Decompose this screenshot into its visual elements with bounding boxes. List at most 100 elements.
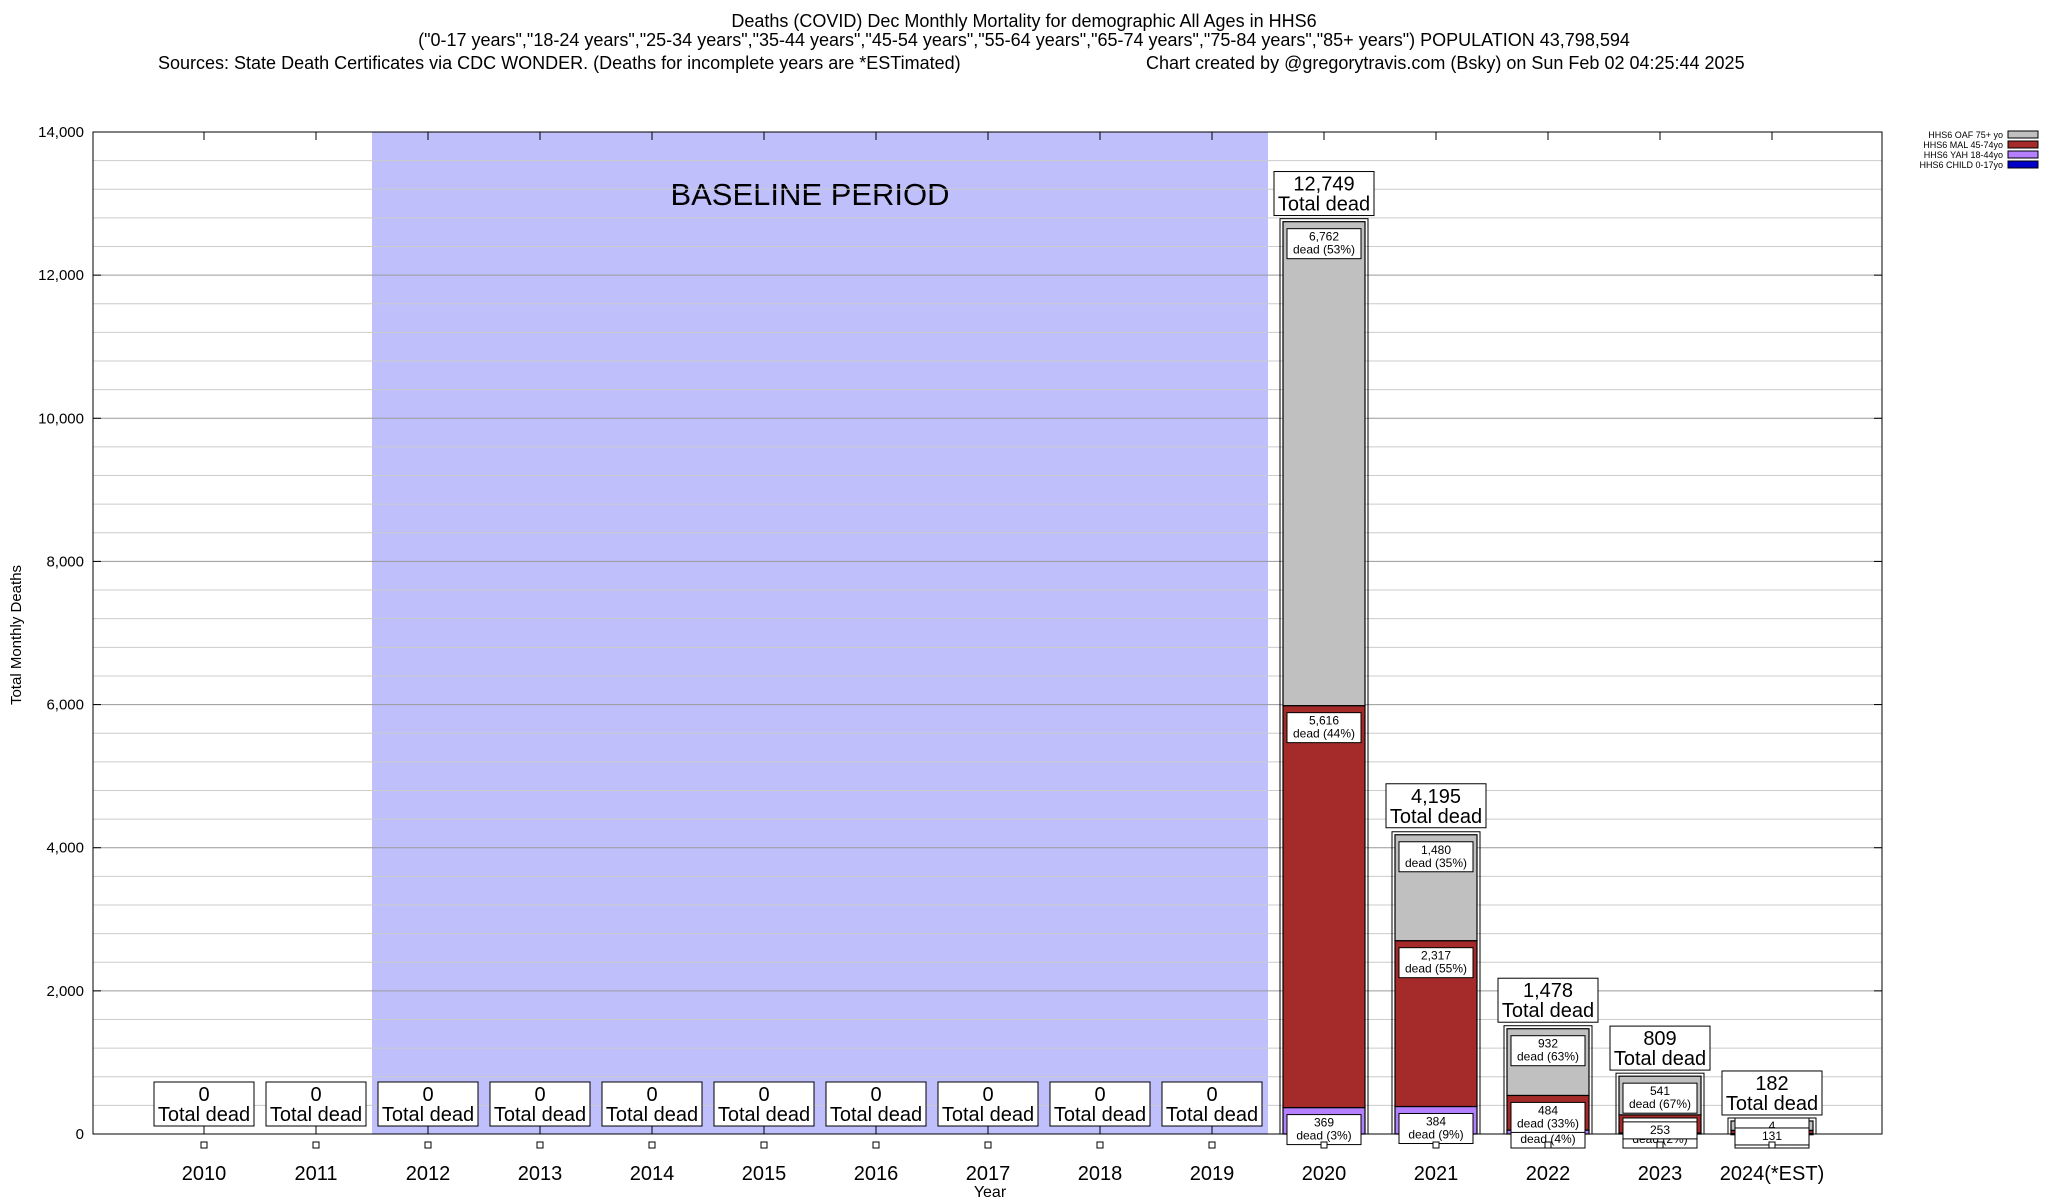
y-axis-label: Total Monthly Deaths bbox=[8, 565, 25, 705]
segment-share-label: dead (55%) bbox=[1405, 962, 1467, 976]
segment-label-box bbox=[1286, 712, 1362, 744]
x-tick-label: 2024(*EST) bbox=[1720, 1163, 1825, 1185]
baseline-period-label: BASELINE PERIOD bbox=[670, 177, 949, 212]
total-value-label: 1,478 bbox=[1523, 980, 1573, 1002]
total-label-box bbox=[377, 1081, 479, 1127]
total-suffix-label: Total dead bbox=[494, 1104, 586, 1126]
x-marker bbox=[1656, 1141, 1664, 1149]
legend-swatch bbox=[2007, 160, 2039, 169]
total-label-box bbox=[1497, 977, 1599, 1023]
x-tick-label: 2020 bbox=[1302, 1163, 1347, 1185]
x-tick-label: 2012 bbox=[406, 1163, 451, 1185]
segment-label-box bbox=[1622, 1082, 1698, 1114]
total-value-label: 0 bbox=[310, 1084, 321, 1106]
segment-label-box bbox=[1622, 1121, 1698, 1140]
total-label-box bbox=[265, 1081, 367, 1127]
y-tick-label: 10,000 bbox=[38, 410, 84, 427]
x-marker bbox=[1208, 1141, 1216, 1149]
segment-value-label: 1,480 bbox=[1421, 843, 1451, 857]
total-suffix-label: Total dead bbox=[382, 1104, 474, 1126]
bar-segment bbox=[1282, 221, 1366, 707]
x-marker bbox=[1432, 1141, 1440, 1149]
x-marker bbox=[760, 1141, 768, 1149]
total-value-label: 0 bbox=[646, 1084, 657, 1106]
x-tick-label: 2022 bbox=[1526, 1163, 1571, 1185]
total-value-label: 0 bbox=[870, 1084, 881, 1106]
segment-label-box bbox=[1398, 841, 1474, 873]
sources-note: Sources: State Death Certificates via CD… bbox=[158, 53, 961, 73]
legend-label: HHS6 MAL 45-74yo bbox=[1923, 140, 2003, 150]
total-value-label: 0 bbox=[198, 1084, 209, 1106]
total-suffix-label: Total dead bbox=[1390, 806, 1482, 828]
total-suffix-label: Total dead bbox=[270, 1104, 362, 1126]
y-tick-label: 4,000 bbox=[46, 840, 84, 857]
total-value-label: 0 bbox=[758, 1084, 769, 1106]
total-suffix-label: Total dead bbox=[1278, 194, 1370, 216]
x-marker bbox=[648, 1141, 656, 1149]
x-tick-label: 2021 bbox=[1414, 1163, 1459, 1185]
x-tick-label: 2011 bbox=[294, 1163, 337, 1185]
x-tick-label: 2010 bbox=[182, 1163, 227, 1185]
total-label-box bbox=[1049, 1081, 1151, 1127]
credit-note: Chart created by @gregorytravis.com (Bsk… bbox=[1146, 53, 1745, 73]
x-marker bbox=[872, 1141, 880, 1149]
segment-share-label: dead (33%) bbox=[1517, 1116, 1579, 1130]
x-axis-label: Year bbox=[974, 1184, 1007, 1200]
y-tick-label: 2,000 bbox=[46, 983, 84, 1000]
total-value-label: 0 bbox=[1206, 1084, 1217, 1106]
total-value-label: 0 bbox=[982, 1084, 993, 1106]
x-marker bbox=[200, 1141, 208, 1149]
total-label-box bbox=[489, 1081, 591, 1127]
x-marker bbox=[984, 1141, 992, 1149]
legend-label: HHS6 OAF 75+ yo bbox=[1928, 130, 2003, 140]
total-value-label: 4,195 bbox=[1411, 786, 1461, 808]
legend-swatch bbox=[2007, 130, 2039, 139]
legend-swatch bbox=[2007, 150, 2039, 159]
segment-value-label: 484 bbox=[1538, 1103, 1558, 1117]
segment-value-label: 6,762 bbox=[1309, 230, 1339, 244]
segment-value-label: 4 bbox=[1769, 1119, 1776, 1133]
total-value-label: 0 bbox=[422, 1084, 433, 1106]
segment-label-box bbox=[1398, 1113, 1474, 1145]
total-value-label: 12,749 bbox=[1293, 174, 1354, 196]
segment-value-label: 932 bbox=[1538, 1037, 1558, 1051]
segment-label-box bbox=[1286, 228, 1362, 260]
x-tick-label: 2017 bbox=[966, 1163, 1011, 1185]
segment-value-label: 384 bbox=[1426, 1115, 1446, 1129]
y-tick-label: 12,000 bbox=[38, 267, 84, 284]
segment-share-label: dead (63%) bbox=[1517, 1050, 1579, 1064]
total-label-box bbox=[713, 1081, 815, 1127]
segment-value-label: 5,616 bbox=[1309, 714, 1339, 728]
segment-label-box bbox=[1510, 1101, 1586, 1133]
x-marker bbox=[536, 1141, 544, 1149]
y-tick-label: 14,000 bbox=[38, 124, 84, 141]
segment-value-label: 253 bbox=[1650, 1123, 1670, 1137]
x-marker bbox=[424, 1141, 432, 1149]
segment-share-label: dead (3%) bbox=[1296, 1129, 1351, 1143]
y-tick-label: 8,000 bbox=[46, 553, 84, 570]
segment-share-label: dead (35%) bbox=[1405, 856, 1467, 870]
x-marker bbox=[1544, 1141, 1552, 1149]
total-suffix-label: Total dead bbox=[1502, 1000, 1594, 1022]
segment-share-label: dead (4%) bbox=[1520, 1132, 1575, 1146]
total-suffix-label: Total dead bbox=[1054, 1104, 1146, 1126]
x-marker bbox=[1768, 1141, 1776, 1149]
legend-label: HHS6 YAH 18-44yo bbox=[1924, 150, 2003, 160]
segment-share-label: dead (44%) bbox=[1293, 727, 1355, 741]
segment-share-label: dead (67%) bbox=[1629, 1097, 1691, 1111]
segment-share-label: dead (9%) bbox=[1408, 1128, 1463, 1142]
segment-value-label: 131 bbox=[1762, 1129, 1782, 1143]
total-label-box bbox=[1161, 1081, 1263, 1127]
total-label-box bbox=[1273, 171, 1375, 217]
x-marker bbox=[1096, 1141, 1104, 1149]
x-tick-label: 2015 bbox=[742, 1163, 787, 1185]
total-value-label: 182 bbox=[1755, 1073, 1788, 1095]
total-value-label: 0 bbox=[534, 1084, 545, 1106]
x-marker bbox=[312, 1141, 320, 1149]
total-suffix-label: Total dead bbox=[1614, 1048, 1706, 1070]
total-suffix-label: Total dead bbox=[942, 1104, 1034, 1126]
total-suffix-label: Total dead bbox=[718, 1104, 810, 1126]
total-suffix-label: Total dead bbox=[158, 1104, 250, 1126]
x-marker bbox=[1320, 1141, 1328, 1149]
